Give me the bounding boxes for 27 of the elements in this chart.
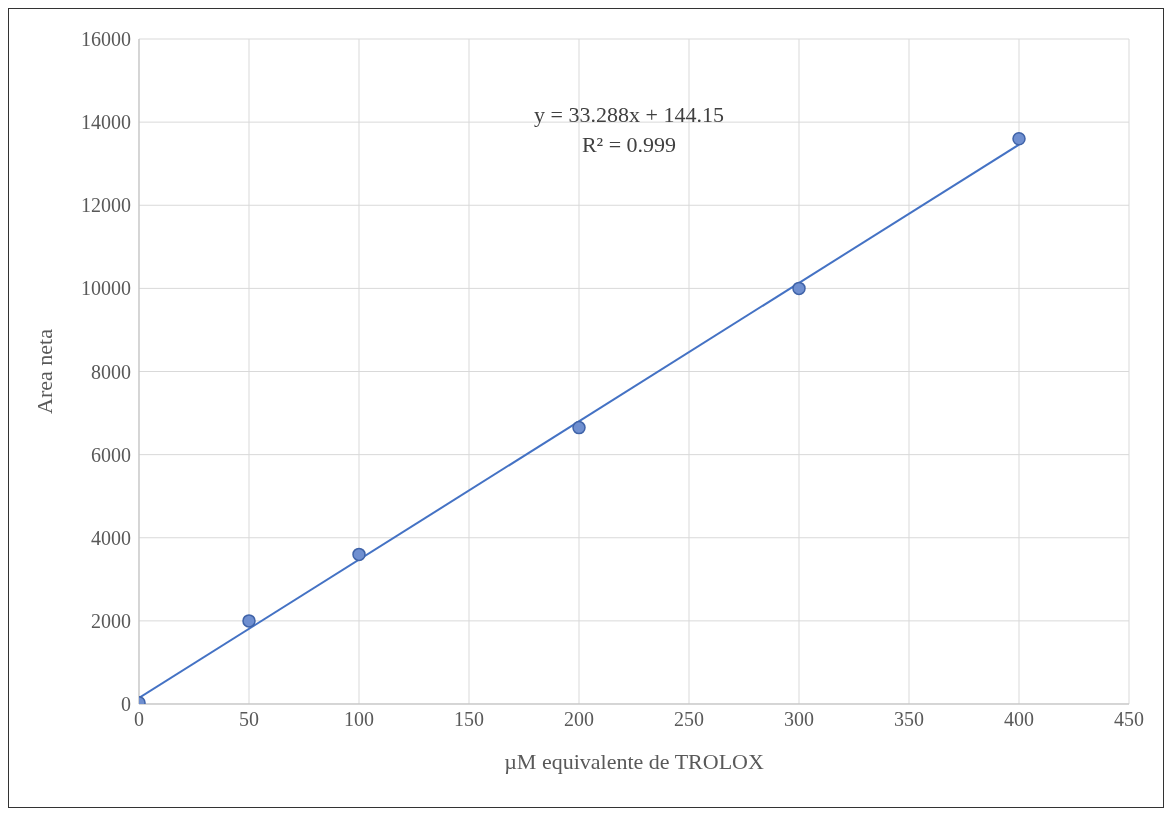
- point: [352, 547, 366, 562]
- y-axis-title: Area neta: [31, 328, 57, 414]
- y-tick-label: 4000: [91, 526, 131, 549]
- point: [572, 420, 586, 435]
- x-tick-label: 450: [1114, 708, 1144, 731]
- y-tick-label: 6000: [91, 443, 131, 466]
- x-tick-label: 200: [564, 708, 594, 731]
- annotation: y = 33.288x + 144.15: [533, 101, 725, 129]
- x-tick-label: 50: [239, 708, 259, 731]
- point: [242, 614, 256, 628]
- y-tick-label: 8000: [91, 360, 131, 383]
- point: [1012, 132, 1026, 146]
- y-tick-label: 2000: [91, 609, 131, 632]
- x-tick-label: 300: [784, 708, 814, 731]
- y-tick-label: 10000: [81, 277, 131, 300]
- x-tick-label: 350: [894, 708, 924, 731]
- y-tick-label: 14000: [81, 111, 131, 134]
- y-tick-label: 16000: [81, 28, 131, 51]
- x-tick-label: 400: [1004, 708, 1034, 731]
- x-tick-label: 150: [454, 708, 484, 731]
- annotation: R² = 0.999: [580, 131, 678, 159]
- x-tick-label: 250: [674, 708, 704, 731]
- y-tick-label: 12000: [81, 194, 131, 217]
- point: [792, 281, 806, 296]
- x-tick-label: 100: [344, 708, 374, 731]
- y-tick-label: 0: [121, 693, 131, 716]
- x-axis-title: µM equivalente de TROLOX: [504, 749, 764, 774]
